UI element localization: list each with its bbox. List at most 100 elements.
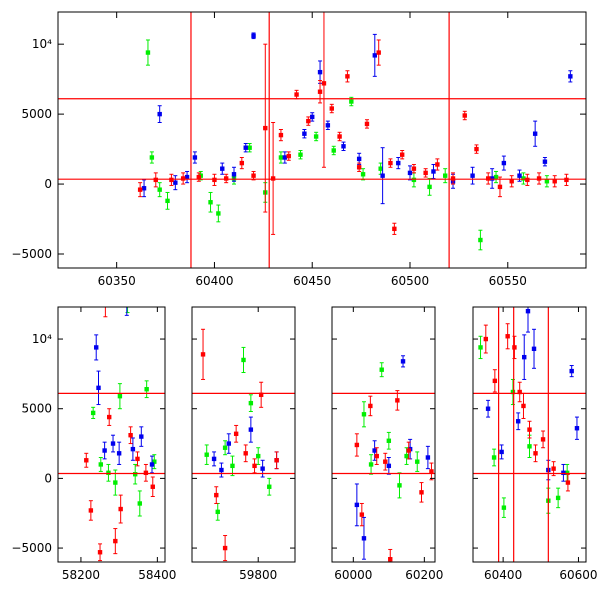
series-0: [90, 307, 157, 517]
data-point: [135, 456, 140, 462]
data-point: [302, 131, 307, 136]
data-point: [204, 452, 209, 457]
plot-frame: [57, 11, 587, 269]
data-point: [216, 211, 221, 216]
data-point: [521, 176, 526, 181]
data-point: [258, 392, 264, 397]
data-point: [486, 176, 491, 181]
data-point: [396, 160, 401, 166]
x-tick-label: 59800: [239, 568, 277, 582]
x-tick-label: 60000: [334, 568, 372, 582]
data-point: [211, 456, 217, 462]
y-tick-label: 5000: [21, 402, 52, 416]
series-0: [361, 362, 420, 499]
data-point: [278, 132, 284, 138]
data-point: [501, 505, 507, 510]
data-point: [143, 470, 149, 476]
data-point: [501, 160, 507, 166]
data-point: [107, 414, 112, 420]
data-point: [411, 166, 417, 171]
y-tick-label: −5000: [11, 247, 52, 261]
data-point: [149, 155, 155, 160]
data-point: [406, 448, 411, 453]
data-point: [380, 173, 385, 178]
data-point: [383, 459, 388, 464]
data-point: [106, 470, 111, 476]
data-point: [84, 458, 89, 463]
data-point: [551, 466, 556, 471]
x-tick-label: 60200: [405, 568, 443, 582]
data-point: [492, 378, 498, 384]
data-point: [564, 470, 570, 476]
data-point: [527, 444, 532, 449]
data-point: [298, 152, 303, 157]
data-point: [540, 437, 546, 442]
data-point: [98, 462, 103, 467]
top-panel: 60350 60400 60450 60500 60550 −5000 0 5000 10⁴: [11, 11, 587, 288]
data-point: [542, 159, 548, 164]
data-point: [499, 449, 504, 455]
data-point: [561, 470, 566, 476]
data-point: [470, 173, 475, 178]
series-1: [141, 32, 573, 205]
data-point: [321, 81, 327, 86]
data-point: [399, 152, 405, 157]
data-point: [425, 455, 431, 460]
data-point: [219, 467, 224, 473]
y-tick-label: 10⁴: [32, 332, 52, 346]
data-point: [478, 237, 483, 243]
data-point: [243, 145, 248, 150]
data-point: [388, 557, 393, 562]
plot-frame: [57, 306, 166, 563]
data-point: [125, 301, 129, 305]
y-tick-label: 10⁴: [32, 37, 52, 51]
data-point: [169, 177, 174, 183]
series-2: [354, 390, 434, 562]
data-point: [313, 134, 319, 139]
data-point: [574, 426, 580, 431]
data-point: [157, 111, 162, 117]
data-point: [239, 160, 245, 166]
plot-frame: [331, 306, 436, 563]
data-point: [325, 123, 331, 128]
data-point: [356, 165, 362, 170]
data-point: [96, 385, 101, 391]
data-point: [522, 354, 527, 360]
x-tick-label: 60550: [489, 274, 527, 288]
data-point: [103, 302, 107, 306]
data-point: [505, 334, 510, 339]
x-tick-label: 58400: [138, 568, 176, 582]
data-point: [180, 176, 186, 181]
data-point: [310, 114, 315, 120]
data-point: [400, 359, 406, 364]
data-point: [392, 226, 397, 232]
data-point: [491, 455, 497, 460]
data-point: [222, 545, 228, 551]
data-point: [173, 180, 178, 185]
data-point: [431, 169, 436, 174]
data-point: [509, 179, 514, 184]
data-point: [364, 121, 370, 127]
data-point: [196, 174, 201, 180]
data-point: [230, 463, 235, 469]
data-point: [478, 345, 483, 350]
data-point: [145, 50, 151, 55]
data-point: [184, 174, 190, 180]
series-2: [200, 328, 279, 562]
data-point: [270, 176, 276, 181]
x-tick-label: 60400: [484, 568, 522, 582]
data-point: [102, 448, 107, 453]
data-point: [130, 446, 136, 452]
data-point: [282, 155, 288, 160]
data-point: [192, 155, 198, 160]
data-point: [341, 144, 346, 149]
data-point: [113, 480, 118, 485]
data-point: [532, 131, 538, 136]
data-point: [116, 451, 122, 456]
data-point: [165, 198, 170, 204]
data-point: [474, 146, 479, 152]
series-2: [483, 323, 571, 492]
data-point: [251, 173, 256, 178]
data-point: [388, 160, 393, 166]
